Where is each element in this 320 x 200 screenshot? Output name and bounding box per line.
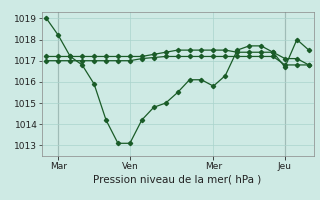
X-axis label: Pression niveau de la mer( hPa ): Pression niveau de la mer( hPa ) (93, 175, 262, 185)
